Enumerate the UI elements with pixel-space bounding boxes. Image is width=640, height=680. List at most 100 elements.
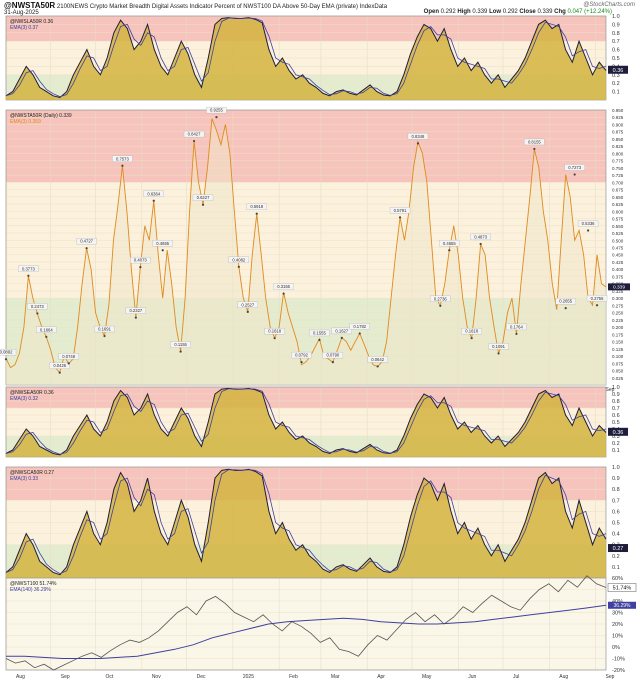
annotation-label: 0.1764 — [510, 324, 523, 329]
annotation-dot — [331, 361, 334, 364]
annotation-label: 0.8348 — [412, 134, 425, 139]
annotation-dot — [439, 304, 442, 307]
annotation-box — [331, 327, 352, 335]
annotation-dot — [161, 249, 164, 252]
annotation-dot — [497, 352, 500, 355]
y-tick-label: 0.300 — [612, 296, 624, 301]
annotation-box — [555, 297, 576, 305]
y-tick-label: 0.150 — [612, 340, 624, 345]
annotation-label: 0.3155 — [277, 284, 290, 289]
annotation-dot — [300, 360, 303, 364]
y-tick-label: 0.450 — [612, 253, 624, 258]
y-tick-label: 0.400 — [612, 267, 624, 272]
y-tick-label: 0.475 — [612, 246, 624, 251]
y-tick-label: 0.800 — [612, 151, 624, 156]
perf-line — [5, 575, 607, 671]
description-label: 2100NEWS Crypto Market Breadth Digital A… — [56, 4, 359, 10]
x-tick-label: Sep — [606, 387, 615, 393]
high-value: 0.339 — [472, 9, 488, 15]
annotation-box — [322, 351, 344, 359]
annotation-label: 0.2736 — [434, 296, 447, 301]
annotation-box — [439, 240, 460, 247]
y-tick-label: 0.2 — [612, 441, 620, 447]
chart-title-line: @NWSTA50R 2100NEWS Crypto Market Breadth… — [4, 1, 387, 10]
ema-line — [5, 388, 607, 455]
ema-line — [5, 17, 607, 98]
annotation-label: 0.7573 — [116, 156, 129, 161]
annotation-dot — [376, 365, 379, 368]
annotation-label: 0.2527 — [241, 302, 254, 307]
x-tick-label: Oct — [106, 674, 114, 680]
annotation-label: 0.0790 — [326, 353, 339, 358]
x-tick-label: Jul — [513, 674, 519, 680]
annotation-box — [488, 343, 509, 350]
y-tick-label: 0.925 — [612, 115, 624, 120]
annotation-box — [130, 256, 151, 264]
annotation-dot — [201, 203, 205, 206]
annotation-box — [27, 303, 48, 310]
annotation-label: 0.8427 — [188, 132, 201, 137]
y-tick-label: 0.7 — [612, 498, 620, 504]
y-tick-label: 0.5 — [612, 521, 620, 527]
zone-overbought — [6, 16, 606, 42]
annotation-label: 0.4727 — [80, 239, 93, 244]
annotation-box — [349, 323, 370, 330]
close-value: 0.339 — [537, 9, 553, 15]
annotation-dot — [139, 265, 142, 269]
y-tick-label: 0.8 — [612, 487, 620, 493]
date-label: 31-Aug-2025 — [4, 10, 39, 16]
annotation-box — [152, 240, 173, 247]
annotation-dot — [595, 304, 599, 307]
annotation-label: 0.2655 — [559, 299, 572, 304]
y-tick-label: 0.1 — [612, 448, 620, 454]
annotation-label: 0.9255 — [210, 108, 223, 113]
x-tick-label: Aug — [559, 674, 568, 680]
annotation-box — [524, 138, 545, 146]
y-tick-label: 30% — [612, 611, 623, 617]
y-tick-label: 0.825 — [612, 144, 624, 149]
annotation-dot — [45, 335, 48, 338]
y-tick-label: 0.700 — [612, 180, 624, 185]
annotation-dot — [246, 310, 249, 313]
legend-series: @NWSEA50R 0.36 — [10, 390, 54, 396]
open-label: Open — [423, 9, 439, 15]
y-tick-label: 0.750 — [612, 166, 624, 171]
area-fill — [6, 388, 606, 457]
annotation-box — [506, 323, 527, 331]
annotation-dot — [358, 332, 361, 335]
annotation-box — [206, 106, 227, 114]
y-tick-label: 0% — [612, 645, 620, 651]
low-label: Low — [489, 9, 502, 15]
y-tick-label: 0.675 — [612, 188, 624, 193]
annotation-dot — [470, 337, 473, 340]
y-tick-label: 0.325 — [612, 289, 624, 294]
y-tick-label: 60% — [612, 576, 623, 582]
ohlc-readout: Open 0.292 High 0.339 Low 0.292 Close 0.… — [424, 9, 612, 15]
annotation-dot — [192, 139, 196, 143]
legend-series: @NWSLA50R 0.36 — [10, 19, 53, 25]
annotation-dot — [255, 212, 258, 215]
low-value: 0.292 — [502, 9, 518, 15]
annotation-dot — [237, 265, 240, 268]
annotation-label: 0.1782 — [353, 324, 366, 329]
annotation-label: 0.0792 — [295, 353, 308, 358]
annotation-dot — [36, 312, 39, 315]
y-tick-label: 0.625 — [612, 202, 624, 207]
annotation-dot — [27, 274, 30, 277]
annotation-label: 0.0426 — [53, 363, 66, 368]
y-tick-label: 0.525 — [612, 231, 624, 236]
symbol-label: @NWSTA50R — [4, 1, 56, 10]
y-tick-label: 0.7 — [612, 39, 620, 45]
annotation-dot — [152, 199, 155, 202]
annotation-box — [430, 295, 451, 302]
annotation-box — [246, 203, 267, 210]
annotation-dot — [103, 334, 106, 338]
annotation-label: 0.3773 — [22, 266, 35, 271]
y-tick-label: 0.1 — [612, 90, 620, 96]
annotation-dot — [85, 247, 88, 250]
y-tick-label: 0.650 — [612, 195, 624, 200]
y-tick-label: 0.1 — [612, 565, 620, 571]
annotation-box — [407, 133, 429, 140]
legend-series: @NWSTA50R (Daily) 0.339 — [10, 113, 72, 119]
